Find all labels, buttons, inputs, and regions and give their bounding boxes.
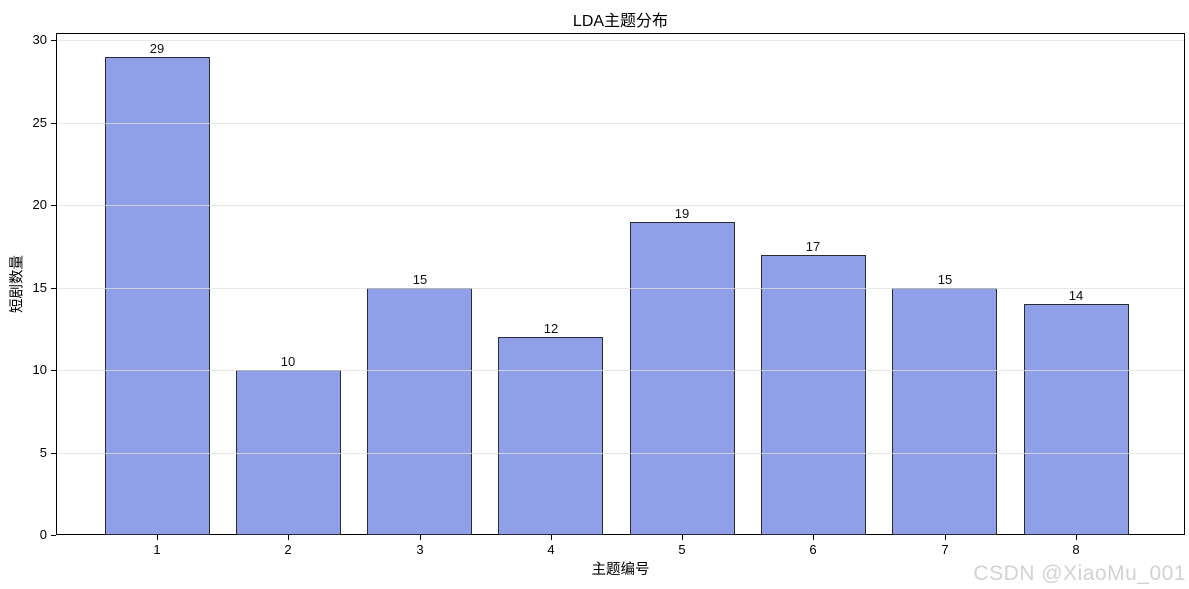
x-tick-label: 3 (416, 542, 424, 557)
x-tick-mark (945, 535, 946, 540)
x-tick-label: 5 (678, 542, 686, 557)
bar-topic-6 (761, 255, 866, 535)
bar-topic-3 (367, 288, 472, 535)
bar-value-label: 29 (149, 41, 165, 56)
bar-value-label: 15 (412, 272, 428, 287)
bar-value-label: 14 (1068, 288, 1084, 303)
bar-topic-4 (498, 337, 603, 535)
watermark-text: CSDN @XiaoMu_001 (973, 562, 1186, 585)
bar-topic-8 (1024, 304, 1129, 535)
y-gridline (57, 370, 1184, 371)
x-tick-label: 2 (284, 542, 292, 557)
y-tick-label: 15 (32, 280, 47, 295)
x-tick-mark (288, 535, 289, 540)
x-axis-label: 主题编号 (591, 562, 650, 578)
bar-topic-2 (236, 370, 341, 535)
y-gridline (57, 453, 1184, 454)
y-tick-label: 0 (39, 527, 47, 542)
x-tick-mark (157, 535, 158, 540)
bar-value-label: 10 (280, 354, 296, 369)
x-tick-mark (551, 535, 552, 540)
bar-topic-1 (105, 57, 210, 535)
x-tick-label: 6 (809, 542, 817, 557)
x-tick-label: 1 (153, 542, 161, 557)
y-gridline (57, 40, 1184, 41)
bar-topic-5 (630, 222, 735, 535)
x-tick-mark (1076, 535, 1077, 540)
y-gridline (57, 205, 1184, 206)
y-tick-mark (51, 370, 56, 371)
y-axis-label: 短剧数量 (9, 255, 26, 313)
x-tick-mark (420, 535, 421, 540)
y-tick-mark (51, 535, 56, 536)
y-gridline (57, 123, 1184, 124)
y-tick-mark (51, 40, 56, 41)
x-tick-label: 7 (941, 542, 949, 557)
x-tick-label: 4 (547, 542, 555, 557)
bar-value-label: 15 (937, 272, 953, 287)
chart-title: LDA主题分布 (572, 13, 669, 30)
y-tick-label: 30 (32, 32, 47, 47)
y-tick-mark (51, 288, 56, 289)
bar-topic-7 (892, 288, 997, 535)
y-tick-label: 10 (32, 362, 47, 377)
y-tick-mark (51, 453, 56, 454)
plot-area (56, 33, 1185, 535)
y-tick-label: 20 (32, 197, 47, 212)
x-tick-label: 8 (1072, 542, 1080, 557)
y-tick-mark (51, 205, 56, 206)
y-tick-label: 25 (32, 115, 47, 130)
bar-value-label: 12 (543, 321, 559, 336)
y-gridline (57, 288, 1184, 289)
x-tick-mark (813, 535, 814, 540)
bar-value-label: 17 (805, 239, 821, 254)
x-tick-mark (682, 535, 683, 540)
y-tick-mark (51, 123, 56, 124)
bar-value-label: 19 (674, 206, 690, 221)
y-tick-label: 5 (39, 445, 47, 460)
